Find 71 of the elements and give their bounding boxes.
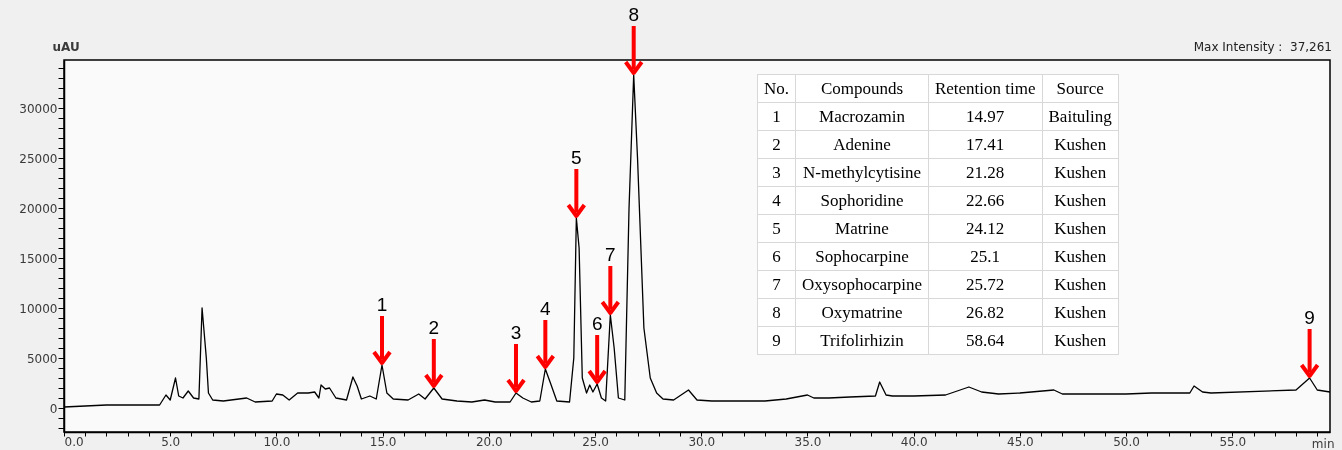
annotation: 1 (757, 102, 796, 131)
y-tick-label: 0 (49, 401, 58, 416)
x-tick-label: 55.0 (1219, 434, 1247, 449)
x-tick-label: 0.0 (64, 434, 84, 449)
annotation: Oxymatrine (795, 298, 929, 327)
y-tick-label: 15000 (19, 251, 58, 266)
annotation: N-methylcytisine (795, 158, 929, 187)
x-tick-label: 15.0 (369, 434, 397, 449)
annotation: 26.82 (928, 298, 1043, 327)
x-tick-label: 10.0 (263, 434, 291, 449)
annotation: 8 (628, 4, 639, 25)
x-tick-label: 50.0 (1113, 434, 1140, 449)
annotation: Trifolirhizin (795, 326, 929, 355)
annotation: 6 (757, 242, 796, 271)
annotation: 14.97 (928, 102, 1043, 131)
annotation: Macrozamin (795, 102, 929, 131)
annotation: 2 (428, 317, 440, 338)
annotation: 4 (540, 298, 552, 319)
annotation: Kushen (1042, 298, 1119, 327)
annotation: Kushen (1042, 158, 1119, 187)
annotation: Oxysophocarpine (795, 270, 929, 299)
annotation: 9 (757, 326, 796, 355)
y-tick-label: 10000 (19, 301, 58, 316)
annotation: 22.66 (928, 186, 1043, 215)
annotation: Source (1042, 74, 1119, 103)
x-tick-label: 30.0 (688, 434, 716, 449)
annotation: No. (757, 74, 796, 103)
x-tick-label: 20.0 (475, 434, 503, 449)
annotation: 2 (757, 130, 796, 159)
annotation: Sophocarpine (795, 242, 929, 271)
x-tick-label: 35.0 (794, 434, 822, 449)
annotation: 25.1 (928, 242, 1043, 271)
annotation: Kushen (1042, 242, 1119, 271)
annotation: Kushen (1042, 270, 1119, 299)
annotation: Kushen (1042, 326, 1119, 355)
chart-title: Max Intensity : 37,261 (1193, 40, 1332, 54)
annotation: Kushen (1042, 186, 1119, 215)
annotation: Kushen (1042, 214, 1119, 243)
x-tick-label: 25.0 (582, 434, 609, 449)
annotation: 1 (376, 294, 388, 315)
annotation: 3 (510, 322, 522, 343)
annotation: 21.28 (928, 158, 1043, 187)
x-tick-label: 5.0 (161, 434, 181, 449)
y-tick-label: 5000 (26, 351, 58, 366)
y-tick-label: 30000 (19, 101, 58, 116)
annotation: 3 (757, 158, 796, 187)
annotation: Compounds (795, 74, 929, 103)
annotation: Retention time (928, 74, 1043, 103)
annotation: 24.12 (928, 214, 1043, 243)
annotation: Adenine (795, 130, 929, 159)
annotation: 4 (757, 186, 796, 215)
annotation: Kushen (1042, 130, 1119, 159)
annotation: 7 (605, 244, 616, 265)
annotation: 6 (591, 313, 603, 334)
annotation: Sophoridine (795, 186, 929, 215)
annotation: 7 (757, 270, 796, 299)
annotation: Baituling (1042, 102, 1119, 131)
y-tick-label: 25000 (19, 151, 58, 166)
annotation: 25.72 (928, 270, 1043, 299)
y-axis-title: uAU (52, 39, 80, 54)
y-tick-label: 20000 (19, 201, 58, 216)
x-tick-label: 40.0 (900, 434, 928, 449)
annotation: 5 (571, 147, 582, 168)
annotation: 9 (1304, 307, 1315, 328)
x-axis-title: min (1311, 436, 1335, 450)
annotation: Matrine (795, 214, 929, 243)
x-tick-label: 45.0 (1007, 434, 1034, 449)
annotation: 17.41 (928, 130, 1043, 159)
annotation: 58.64 (928, 326, 1043, 355)
annotation: 5 (757, 214, 796, 243)
annotation: 8 (757, 298, 796, 327)
